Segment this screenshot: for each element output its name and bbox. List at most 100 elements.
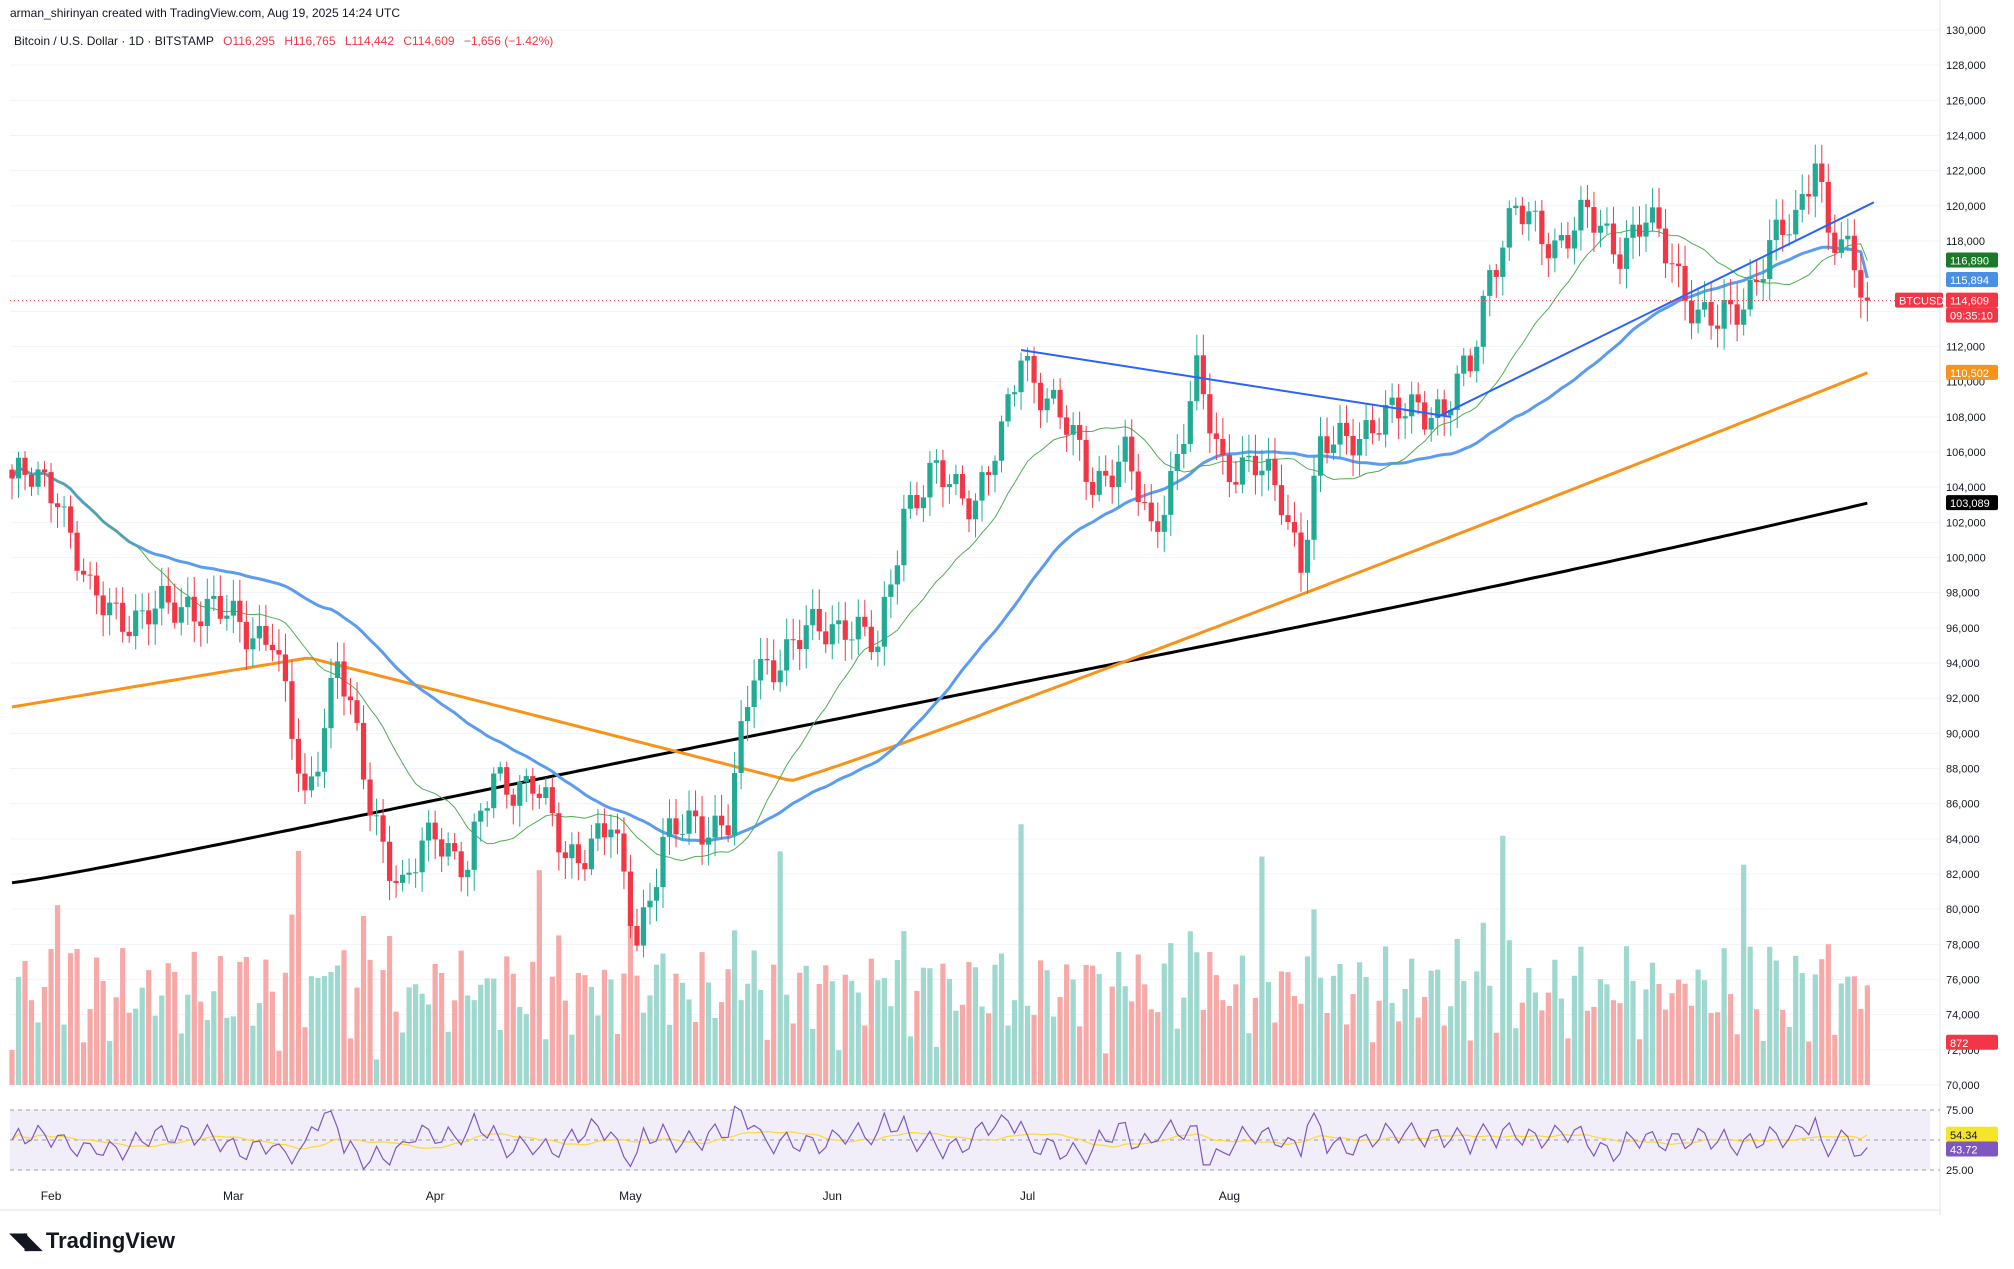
volume-bar bbox=[81, 1042, 87, 1085]
volume-bar bbox=[393, 1011, 399, 1085]
candle-body bbox=[1493, 270, 1499, 277]
volume-bar bbox=[530, 961, 536, 1085]
candle-body bbox=[1409, 394, 1415, 417]
volume-bar bbox=[360, 916, 367, 1085]
candle-body bbox=[536, 793, 542, 799]
candle-body bbox=[1369, 420, 1376, 434]
volume-bar bbox=[1278, 971, 1285, 1085]
volume-bar bbox=[907, 1036, 913, 1085]
candle-body bbox=[601, 823, 608, 838]
candle-body bbox=[777, 670, 783, 683]
candle-body bbox=[35, 469, 41, 487]
volume-bar bbox=[959, 1004, 966, 1085]
volume-bar bbox=[1057, 997, 1063, 1085]
volume-bar bbox=[1480, 922, 1486, 1085]
candle-body bbox=[771, 660, 777, 683]
volume-bar bbox=[732, 930, 738, 1085]
candle-body bbox=[269, 644, 275, 651]
volume-bar bbox=[126, 1012, 132, 1085]
resistance-line bbox=[1437, 201, 1875, 418]
volume-bar bbox=[191, 951, 197, 1085]
volume-bar bbox=[178, 1033, 184, 1085]
volume-bar bbox=[738, 1000, 744, 1085]
candle-body bbox=[256, 625, 262, 639]
candle-body bbox=[823, 631, 829, 645]
volume-bar bbox=[634, 975, 640, 1085]
volume-bar bbox=[1812, 974, 1818, 1085]
candle-body bbox=[810, 608, 816, 626]
volume-bar bbox=[1793, 955, 1799, 1085]
candle-body bbox=[159, 586, 165, 609]
volume-bar bbox=[1109, 986, 1115, 1085]
candle-body bbox=[367, 779, 373, 816]
volume-bar bbox=[829, 981, 835, 1085]
volume-bar bbox=[1500, 835, 1506, 1085]
candle-body bbox=[172, 602, 178, 623]
volume-bar bbox=[152, 1015, 158, 1085]
volume-bar bbox=[413, 984, 419, 1085]
tradingview-logo[interactable]: ◥◣ TradingView bbox=[10, 1228, 175, 1254]
volume-bar bbox=[588, 986, 594, 1085]
time-axis-label: Mar bbox=[223, 1189, 244, 1203]
candle-body bbox=[100, 595, 106, 616]
volume-bar bbox=[1259, 856, 1265, 1085]
volume-bar bbox=[927, 968, 933, 1085]
candle-body bbox=[829, 624, 835, 645]
candle-body bbox=[1721, 300, 1727, 329]
volume-bar bbox=[1037, 960, 1044, 1085]
volume-bar bbox=[569, 1034, 575, 1085]
candle-body bbox=[1051, 389, 1057, 399]
candle-body bbox=[1148, 502, 1154, 522]
candle-body bbox=[627, 871, 634, 926]
candle-body bbox=[373, 815, 380, 817]
price-tick-label: 120,000 bbox=[1946, 201, 1986, 213]
volume-bar bbox=[1083, 964, 1089, 1085]
candle-body bbox=[1734, 304, 1740, 325]
volume-bar bbox=[67, 953, 74, 1085]
candle-body bbox=[41, 469, 48, 473]
price-tick-label: 118,000 bbox=[1946, 236, 1985, 248]
volume-bar bbox=[269, 991, 275, 1085]
volume-bar bbox=[556, 935, 562, 1085]
volume-bar bbox=[1142, 984, 1148, 1085]
candle-body bbox=[74, 532, 80, 571]
volume-bar bbox=[1389, 1003, 1395, 1085]
candle-body bbox=[1702, 302, 1708, 310]
volume-bar bbox=[1467, 1040, 1473, 1085]
volume-bar bbox=[1317, 977, 1324, 1085]
candle-body bbox=[1526, 211, 1532, 225]
volume-bar bbox=[1545, 992, 1551, 1085]
volume-bar bbox=[621, 973, 627, 1085]
time-axis-label: Aug bbox=[1219, 1189, 1240, 1203]
candle-body bbox=[666, 818, 673, 837]
candle-body bbox=[803, 625, 809, 650]
volume-bar bbox=[341, 950, 347, 1085]
candle-body bbox=[1539, 210, 1545, 245]
volume-bar bbox=[1441, 1025, 1447, 1085]
rsi-tick-label: 75.00 bbox=[1946, 1105, 1974, 1117]
price-tick-label: 124,000 bbox=[1946, 131, 1986, 143]
candle-body bbox=[1129, 436, 1135, 472]
volume-bar bbox=[224, 1017, 230, 1085]
candle-body bbox=[230, 600, 236, 616]
volume-bar bbox=[1636, 1039, 1643, 1085]
volume-bar bbox=[1747, 946, 1753, 1085]
candle-body bbox=[282, 654, 289, 682]
volume-bar bbox=[985, 1013, 992, 1085]
volume-bar bbox=[321, 976, 328, 1085]
volume-bar bbox=[771, 964, 777, 1085]
price-tick-label: 100,000 bbox=[1946, 553, 1986, 565]
candle-body bbox=[1715, 325, 1721, 329]
candle-body bbox=[1441, 399, 1447, 416]
candle-body bbox=[1018, 360, 1024, 393]
candle-body bbox=[979, 472, 985, 501]
candle-body bbox=[1656, 207, 1662, 229]
price-tag-4372 bbox=[1946, 1141, 1998, 1157]
candle-body bbox=[211, 595, 217, 599]
price-tag-label: 872 bbox=[1950, 1038, 1968, 1050]
volume-bar bbox=[575, 972, 581, 1085]
volume-bar bbox=[1493, 1032, 1499, 1085]
candle-body bbox=[1630, 224, 1636, 238]
candle-body bbox=[276, 650, 282, 655]
